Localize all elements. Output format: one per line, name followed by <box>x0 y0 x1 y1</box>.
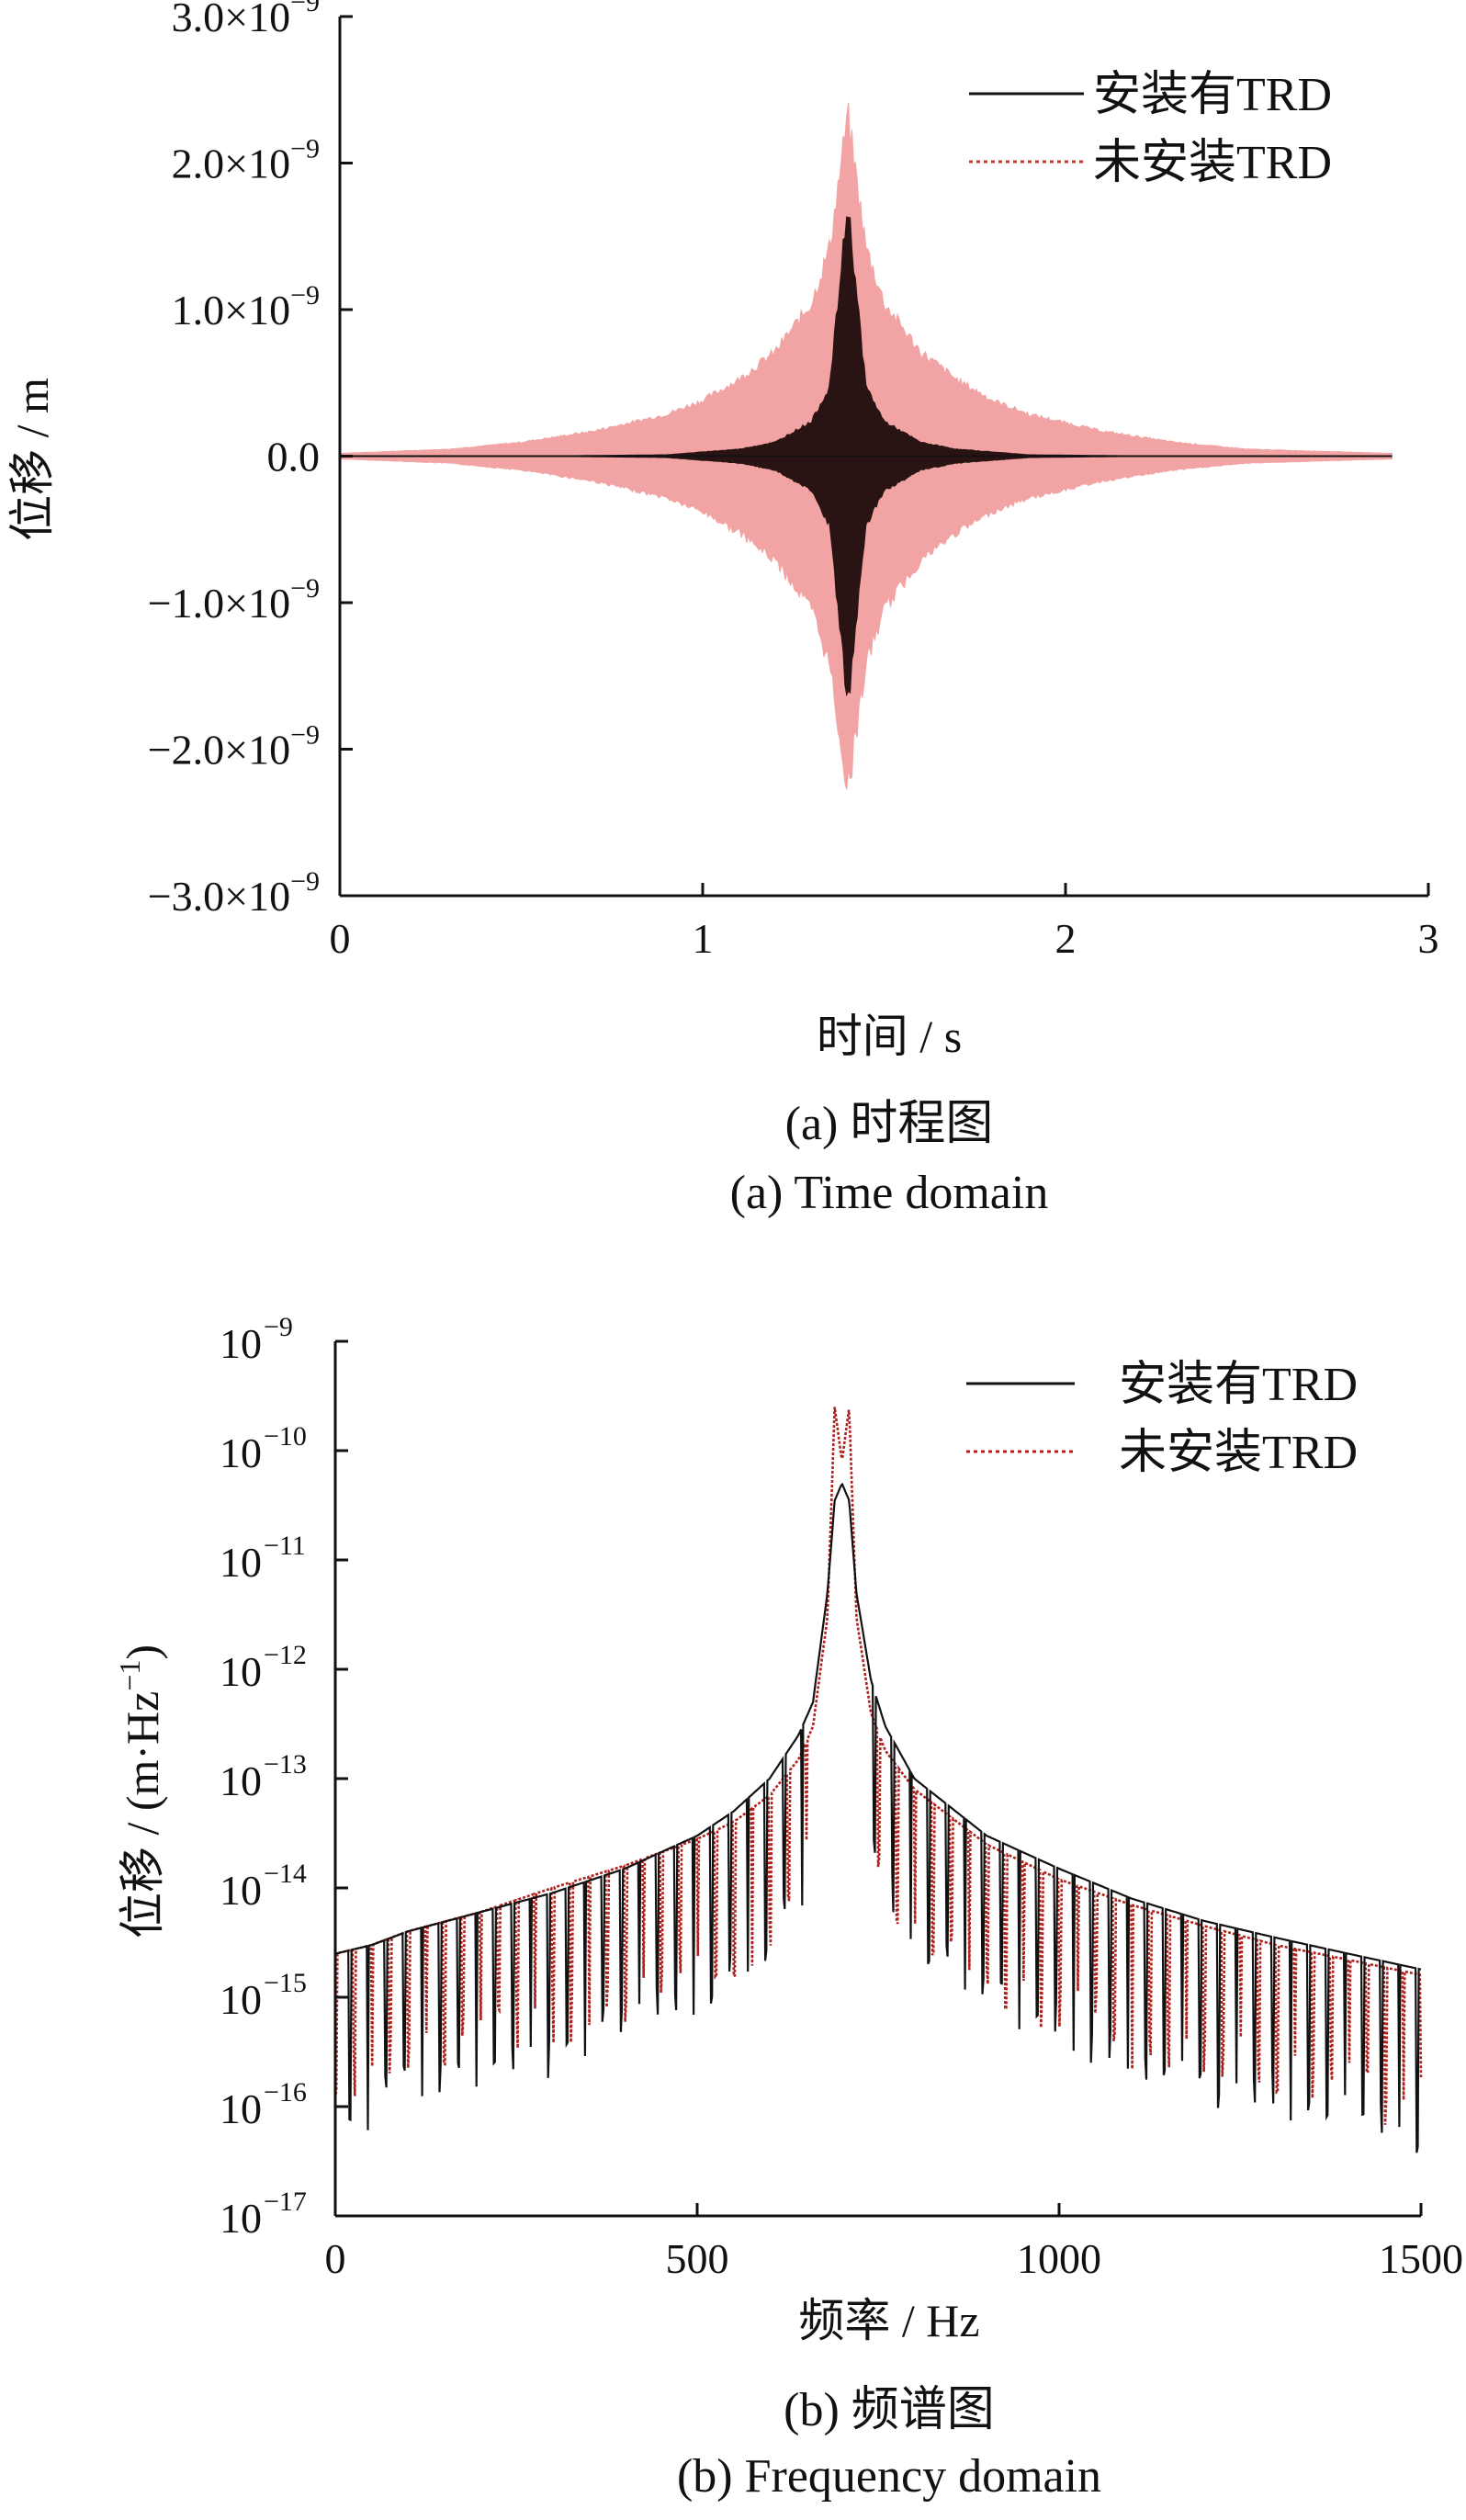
time-y-tick-label: 1.0×10−9 <box>172 280 320 333</box>
time-y-tick-base: 3.0×10 <box>172 0 290 40</box>
freq-series-without-trd <box>333 1407 1423 2125</box>
freq-y-tick-exponent: −11 <box>264 1531 306 1561</box>
legend-label-with-trd: 安装有TRD <box>1093 69 1332 121</box>
freq-y-tick-label: 10 <box>220 1757 262 1804</box>
time-y-tick-label: −3.0×10−9 <box>148 866 320 920</box>
freq-series-with-trd <box>334 1482 1422 2153</box>
freq-y-tick-exponent: −14 <box>264 1859 307 1889</box>
legend-label-with-trd: 安装有TRD <box>1119 1359 1358 1411</box>
time-y-tick-label: 0.0 <box>267 434 321 480</box>
time-y-tick-label: −1.0×10−9 <box>148 573 320 627</box>
legend-label-without-trd: 未安装TRD <box>1119 1427 1358 1479</box>
time-x-tick-label: 0 <box>330 915 351 962</box>
time-domain-data-layer <box>339 102 1393 790</box>
freq-x-tick-label: 1500 <box>1379 2235 1463 2282</box>
freq-y-tick-exponent: −9 <box>264 1312 293 1342</box>
frequency-domain-caption-en: (b) Frequency domain <box>677 2450 1101 2503</box>
time-domain-ticks: 0 1 2 33.0×10−92.0×10−91.0×10−90.0−1.0×10−9… <box>148 0 1439 962</box>
frequency-domain-caption-cn: (b) 频谱图 <box>784 2384 995 2436</box>
freq-y-tick-label: 10 <box>220 1539 262 1586</box>
time-y-tick-exponent: −9 <box>290 280 320 311</box>
freq-y-tick-base: 10 <box>220 2085 262 2132</box>
time-y-tick-label: 2.0×10−9 <box>172 134 320 187</box>
time-x-tick-label: 3 <box>1418 915 1439 962</box>
time-domain-chart: 0 1 2 33.0×10−92.0×10−91.0×10−90.0−1.0×10−9… <box>6 0 1439 1219</box>
time-y-tick-label: −2.0×10−9 <box>148 720 320 774</box>
freq-y-tick-exponent: −15 <box>264 1968 307 1998</box>
freq-y-tick-label: 10 <box>220 1867 262 1914</box>
time-y-tick-exponent: −9 <box>290 134 320 164</box>
frequency-domain-legend: 安装有TRD 未安装TRD <box>966 1359 1358 1479</box>
freq-y-tick-exponent: −17 <box>264 2187 307 2217</box>
time-y-tick-exponent: −9 <box>290 866 320 897</box>
time-y-tick-base: 2.0×10 <box>172 141 290 187</box>
time-y-tick-base: 0.0 <box>267 434 321 480</box>
frequency-domain-data-layer <box>333 1407 1423 2153</box>
time-domain-legend: 安装有TRD 未安装TRD <box>969 69 1332 189</box>
freq-y-tick-base: 10 <box>220 2195 262 2242</box>
freq-y-tick-base: 10 <box>220 1648 262 1695</box>
time-domain-caption-en: (a) Time domain <box>730 1167 1049 1219</box>
time-y-tick-exponent: −9 <box>290 720 320 751</box>
time-domain-caption-cn: (a) 时程图 <box>785 1098 994 1150</box>
freq-line-with-trd <box>334 1482 1422 2153</box>
legend-label-without-trd: 未安装TRD <box>1093 137 1332 189</box>
freq-x-tick-label: 1000 <box>1017 2235 1101 2282</box>
freq-x-tick-label: 500 <box>666 2235 729 2282</box>
time-domain-ylabel: 位移 / m <box>6 378 58 541</box>
time-y-tick-base: 1.0×10 <box>172 287 290 333</box>
freq-y-tick-exponent: −13 <box>264 1749 307 1780</box>
frequency-domain-ylabel: 位移 / (m·Hz−1) <box>113 1644 168 1938</box>
freq-y-tick-exponent: −12 <box>264 1640 307 1670</box>
freq-y-tick-base: 10 <box>220 1976 262 2023</box>
frequency-ylabel-close: ) <box>117 1644 168 1660</box>
time-y-tick-label: 3.0×10−9 <box>172 0 320 40</box>
freq-y-tick-base: 10 <box>220 1320 262 1367</box>
freq-y-tick-label: 10 <box>220 1320 262 1367</box>
time-y-tick-base: −1.0×10 <box>148 580 290 627</box>
time-x-tick-label: 1 <box>693 915 714 962</box>
freq-y-tick-label: 10 <box>220 2195 262 2242</box>
time-x-tick-label: 2 <box>1055 915 1077 962</box>
freq-y-tick-exponent: −16 <box>264 2077 307 2108</box>
freq-y-tick-base: 10 <box>220 1539 262 1586</box>
freq-y-tick-label: 10 <box>220 1648 262 1695</box>
freq-y-tick-label: 10 <box>220 1976 262 2023</box>
freq-y-tick-base: 10 <box>220 1430 262 1476</box>
time-domain-xlabel: 时间 / s <box>817 1011 962 1062</box>
time-y-tick-exponent: −9 <box>290 0 320 17</box>
frequency-ylabel-main: 位移 / (m·Hz <box>117 1691 168 1938</box>
freq-y-tick-exponent: −10 <box>264 1421 307 1452</box>
freq-line-without-trd <box>333 1407 1423 2125</box>
frequency-domain-xlabel: 频率 / Hz <box>798 2295 979 2346</box>
freq-y-tick-base: 10 <box>220 1867 262 1914</box>
frequency-ylabel-exponent: −1 <box>113 1660 146 1691</box>
time-y-tick-base: −2.0×10 <box>148 727 290 774</box>
freq-y-tick-label: 10 <box>220 2085 262 2132</box>
time-y-tick-exponent: −9 <box>290 573 320 604</box>
freq-x-tick-label: 0 <box>325 2235 346 2282</box>
freq-y-tick-base: 10 <box>220 1757 262 1804</box>
freq-y-tick-label: 10 <box>220 1430 262 1476</box>
time-y-tick-base: −3.0×10 <box>148 873 290 920</box>
